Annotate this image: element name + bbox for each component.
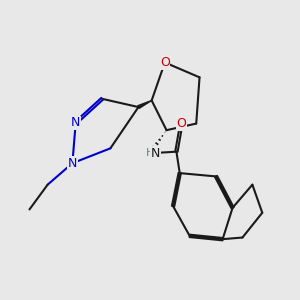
- Polygon shape: [138, 100, 152, 108]
- Text: O: O: [176, 117, 186, 130]
- Text: N: N: [151, 147, 160, 160]
- Text: H: H: [146, 148, 154, 158]
- Text: N: N: [68, 157, 77, 170]
- Text: O: O: [160, 56, 170, 69]
- Text: N: N: [71, 116, 80, 129]
